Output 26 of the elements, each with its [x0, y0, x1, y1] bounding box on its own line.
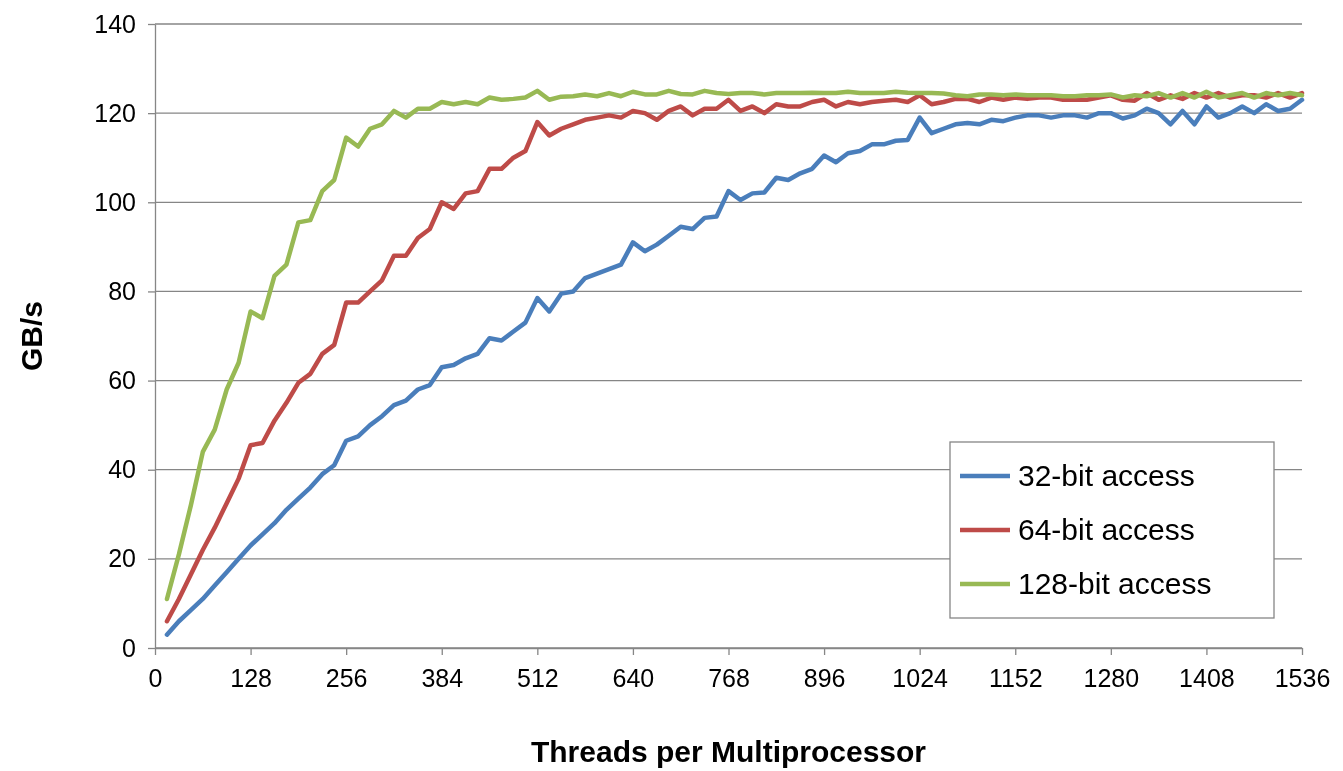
y-tick-label: 0	[122, 633, 136, 662]
y-tick-label: 60	[108, 366, 136, 395]
x-axis-title: Threads per Multiprocessor	[530, 735, 927, 768]
x-tick-label: 1536	[1274, 663, 1331, 692]
y-tick-label: 80	[108, 276, 136, 305]
legend-label: 128-bit access	[1018, 567, 1212, 600]
x-tick-label: 0	[148, 663, 163, 692]
y-tick-label: 20	[108, 544, 136, 573]
x-tick-label: 1408	[1179, 663, 1235, 692]
y-axis-title: GB/s	[15, 300, 48, 372]
x-tick-label: 256	[325, 663, 368, 692]
legend-label: 64-bit access	[1018, 513, 1195, 546]
y-tick-label: 40	[108, 455, 136, 484]
legend-label: 32-bit access	[1018, 459, 1195, 492]
y-tick-label: 140	[94, 9, 136, 38]
x-tick-label: 1280	[1083, 663, 1140, 692]
x-tick-label: 1152	[988, 663, 1043, 692]
x-tick-label: 512	[516, 663, 559, 692]
x-tick-label: 896	[803, 663, 846, 692]
x-tick-label: 1024	[892, 663, 949, 692]
y-tick-label: 120	[94, 98, 136, 127]
x-tick-label: 128	[230, 663, 272, 692]
x-tick-label: 384	[421, 663, 464, 692]
x-tick-label: 640	[612, 663, 655, 692]
x-tick-label: 768	[708, 663, 750, 692]
y-tick-label: 100	[94, 187, 136, 216]
